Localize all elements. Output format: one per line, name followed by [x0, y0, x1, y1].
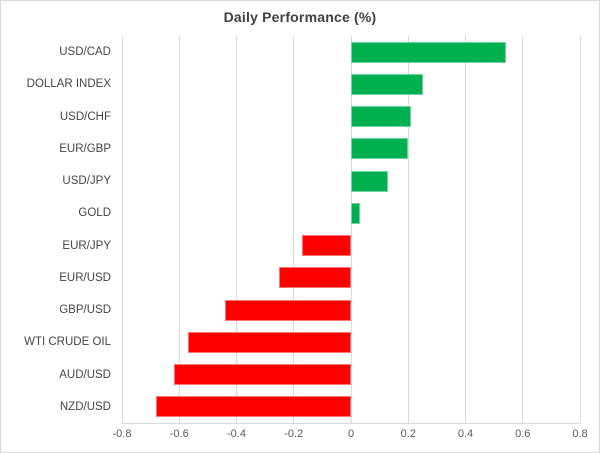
- gridline: [465, 36, 466, 423]
- gridline: [579, 36, 581, 423]
- x-tick-label-0-2: 0.2: [400, 428, 416, 440]
- bar-aud-usd: [173, 364, 351, 386]
- bar-nzd-usd: [156, 396, 351, 418]
- bar-gbp-usd: [225, 299, 351, 321]
- zero-gridline: [350, 36, 352, 423]
- bar-usd-jpy: [351, 170, 389, 192]
- x-tick-label--0-6: -0.6: [169, 428, 189, 440]
- gridline: [293, 36, 295, 423]
- x-tick-label-0-4: 0.4: [457, 428, 474, 440]
- x-tick-label-0-8: 0.8: [572, 428, 588, 440]
- category-label-eur-gbp: EUR/GBP: [59, 142, 111, 155]
- category-label-wti-crude-oil: WTI CRUDE OIL: [24, 336, 111, 349]
- category-label-gbp-usd: GBP/USD: [59, 304, 111, 316]
- x-tick-label-0: 0: [347, 428, 355, 440]
- category-label-nzd-usd: NZD/USD: [59, 400, 111, 413]
- category-label-aud-usd: AUD/USD: [59, 368, 111, 381]
- gridline: [121, 36, 123, 423]
- x-tick-label--0-2: -0.2: [284, 428, 304, 440]
- bar-eur-gbp: [351, 138, 409, 160]
- bar-wti-crude-oil: [187, 331, 351, 353]
- bar-eur-usd: [279, 267, 351, 289]
- x-tick-label--0-4: -0.4: [227, 428, 246, 440]
- category-label-eur-usd: EUR/USD: [59, 271, 111, 284]
- chart-title: Daily Performance (%): [223, 9, 377, 25]
- x-tick-label--0-8: -0.8: [112, 428, 132, 440]
- x-tick-label-0-6: 0.6: [515, 428, 531, 440]
- gridline: [522, 36, 524, 423]
- category-label-gold: GOLD: [78, 207, 111, 220]
- category-label-eur-jpy: EUR/JPY: [62, 239, 111, 252]
- bar-usd-cad: [351, 41, 506, 63]
- category-label-dollar-index: DOLLAR INDEX: [26, 78, 111, 91]
- bar-usd-chf: [351, 106, 412, 128]
- category-axis: USD/CAD DOLLAR INDEX USD/CHF EUR/GBP USD/JPY…: [1, 36, 111, 423]
- category-label-usd-jpy: USD/JPY: [62, 175, 111, 187]
- bar-dollar-index: [351, 73, 423, 95]
- gridline: [178, 36, 180, 423]
- bar-gold: [351, 202, 360, 224]
- gridline: [407, 36, 409, 423]
- plot-area: [121, 36, 581, 424]
- value-axis: -0.8 -0.6 -0.4 -0.2 0 0.2 0.4 0.6 0.8: [113, 428, 588, 446]
- gridline: [236, 36, 237, 423]
- category-label-usd-cad: USD/CAD: [59, 46, 111, 58]
- category-label-usd-chf: USD/CHF: [59, 110, 111, 123]
- bar-eur-jpy: [302, 235, 351, 257]
